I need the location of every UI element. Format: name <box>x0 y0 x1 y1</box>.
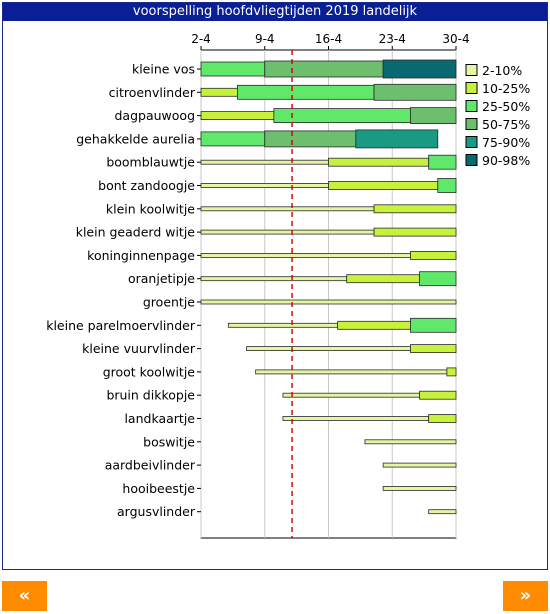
species-label: groot koolwitje <box>103 364 196 379</box>
legend-swatch <box>465 100 478 112</box>
bar-segment <box>227 322 339 328</box>
bar-segment <box>437 178 457 193</box>
legend-swatch <box>465 154 478 166</box>
bar-segment <box>273 108 411 123</box>
species-label: groentje <box>143 295 195 310</box>
bar-segment <box>264 60 384 78</box>
bar-segment <box>410 250 457 260</box>
bar-segment <box>446 367 457 377</box>
bar-segment <box>255 369 448 375</box>
bar-segment <box>364 439 457 445</box>
bar-segment <box>428 509 457 515</box>
bar-segment <box>373 204 457 214</box>
bar-segment <box>382 485 457 491</box>
bar-segment <box>410 317 457 333</box>
bar-segment <box>200 87 238 97</box>
species-label: klein koolwitje <box>106 201 195 216</box>
bar-segment <box>200 183 329 188</box>
chart-svg: 2-4 9-4 16-4 23-4 30-4 kleine vos citroenvlind… <box>46 32 530 539</box>
legend-swatch <box>465 118 478 130</box>
legend-swatch <box>465 82 478 94</box>
x-tick-label: 9-4 <box>255 32 275 46</box>
legend-label: 50-75% <box>482 117 530 132</box>
species-label: landkaartje <box>124 411 195 426</box>
bar-segment <box>337 320 411 330</box>
species-label: kleine parelmoervlinder <box>46 318 196 333</box>
bar-segment <box>410 107 457 124</box>
species-label: argusvlinder <box>117 504 196 519</box>
species-label: hooibeestje <box>122 481 195 496</box>
bar-segment <box>264 130 357 148</box>
species-label: dagpauwoog <box>115 108 196 123</box>
bar-segment <box>382 462 457 468</box>
bar-segment <box>200 276 348 282</box>
legend-label: 2-10% <box>482 63 522 78</box>
bar-segment <box>410 344 457 354</box>
bar-segment <box>373 227 457 237</box>
bar-segment <box>200 299 457 305</box>
species-label: bont zandoogje <box>98 178 195 193</box>
species-label: boomblauwtje <box>106 155 195 170</box>
x-tick-label: 23-4 <box>379 32 406 46</box>
bar-segment <box>200 229 375 235</box>
bar-segment <box>200 61 266 77</box>
bar-segment <box>282 392 420 398</box>
x-tick-label: 2-4 <box>191 32 211 46</box>
bar-segment <box>237 84 375 100</box>
bar-segment <box>200 206 375 212</box>
x-tick-label: 16-4 <box>315 32 342 46</box>
bar-segment <box>328 157 430 167</box>
bar-segment <box>328 181 439 190</box>
species-label: aardbeivlinder <box>105 458 196 473</box>
legend-label: 75-90% <box>482 135 530 150</box>
legend-label: 90-98% <box>482 153 530 168</box>
bar-segment <box>419 390 457 400</box>
species-label: oranjetipje <box>128 271 195 286</box>
bar-segment <box>282 416 430 421</box>
bar-segment <box>200 159 329 165</box>
species-label: klein geaderd witje <box>76 225 196 240</box>
species-label: bruin dikkopje <box>106 388 195 403</box>
bar-segment <box>428 154 457 170</box>
species-label: citroenvlinder <box>109 85 196 100</box>
species-label: gehakkelde aurelia <box>76 131 195 146</box>
bar-segment <box>246 346 411 352</box>
species-label: kleine vuurvlinder <box>82 341 196 356</box>
bar-segment <box>346 274 420 284</box>
bar-segment <box>200 252 411 258</box>
bar-segment <box>200 131 266 147</box>
chart-title: voorspelling hoofdvliegtijden 2019 lande… <box>3 3 547 21</box>
species-label: koninginnenpage <box>87 248 195 263</box>
species-label: boswitje <box>143 434 195 449</box>
bar-segment <box>200 111 275 120</box>
previous-button[interactable]: « <box>2 581 47 611</box>
legend-swatch <box>465 64 478 76</box>
next-button[interactable]: » <box>503 581 548 611</box>
bar-segment <box>428 414 457 423</box>
legend-label: 10-25% <box>482 81 530 96</box>
bar-segment <box>382 59 457 79</box>
bar-segment <box>355 129 439 149</box>
x-tick-label: 30-4 <box>442 32 469 46</box>
legend-label: 25-50% <box>482 99 530 114</box>
bar-segment <box>419 271 457 287</box>
species-label: kleine vos <box>132 62 195 77</box>
legend-swatch <box>465 136 478 148</box>
bar-segment <box>373 83 457 101</box>
